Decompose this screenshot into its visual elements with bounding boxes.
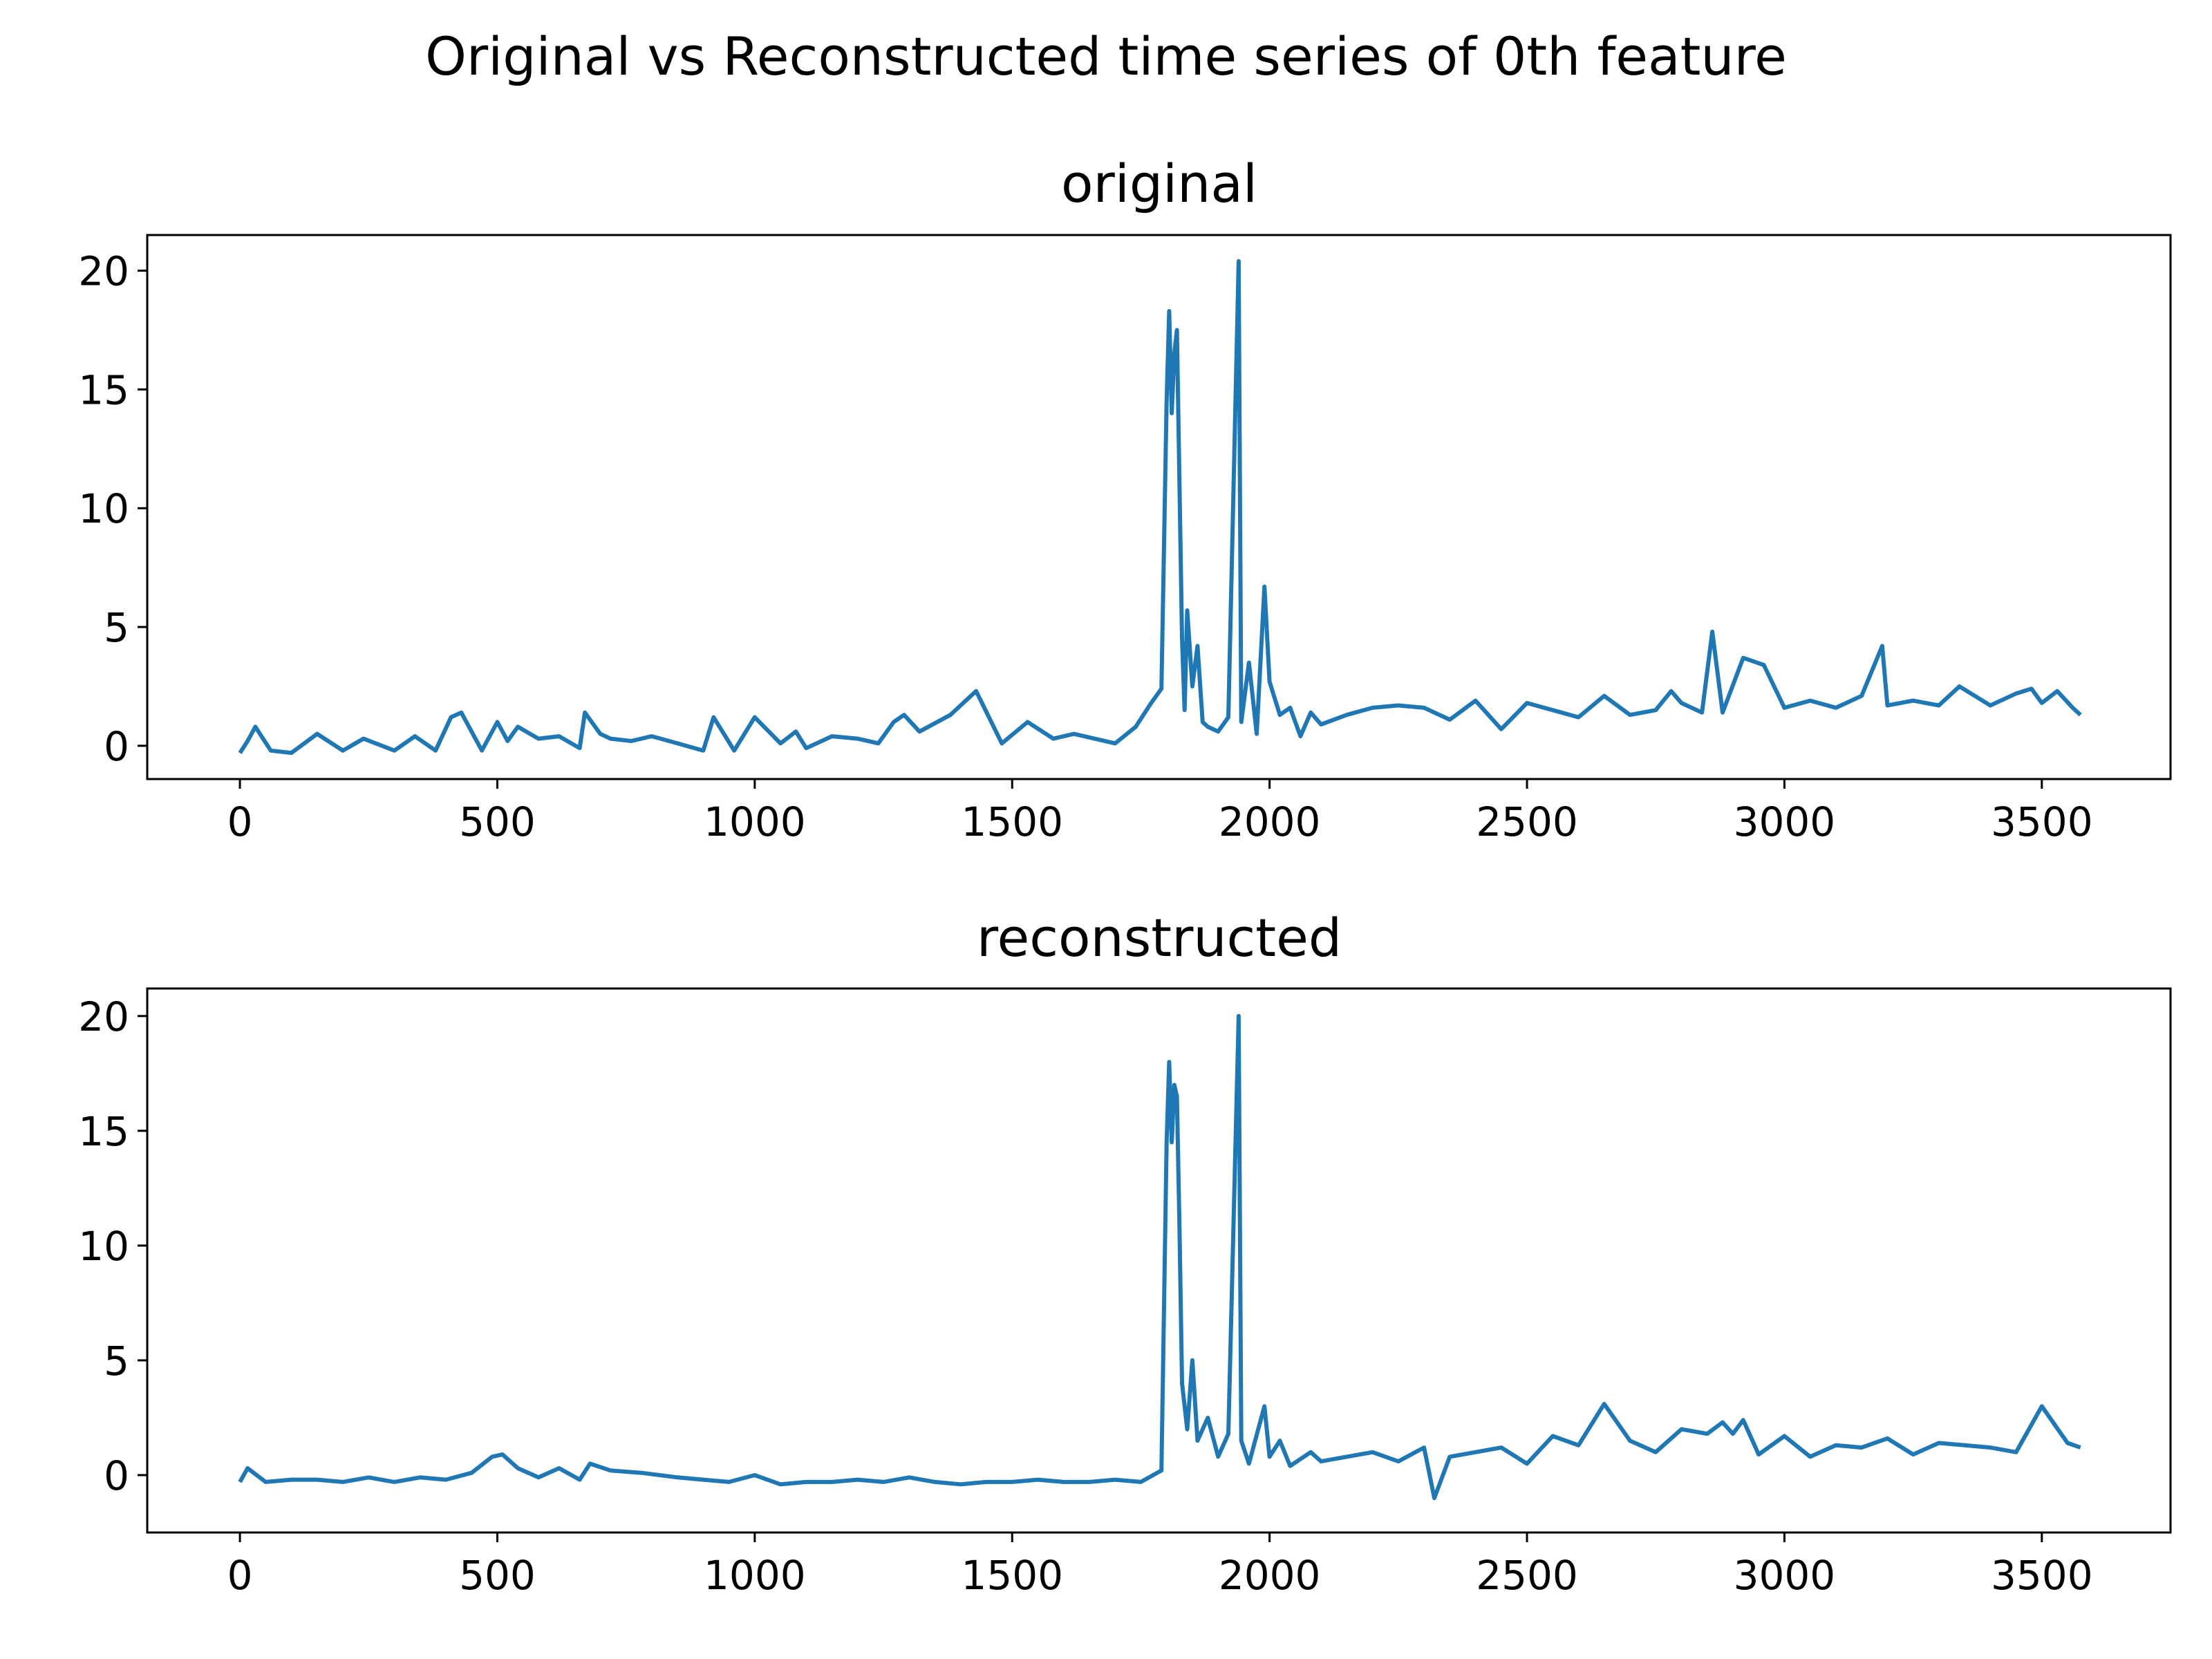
y-tick-label: 20 [78, 993, 129, 1040]
x-tick-label: 2500 [1476, 1552, 1578, 1599]
axes-frame [146, 234, 2172, 780]
series-line-original [238, 259, 2082, 756]
y-tick-label: 15 [78, 1108, 129, 1155]
y-tick-label: 10 [78, 485, 129, 532]
y-tick-label: 0 [104, 723, 129, 770]
x-tick-label: 3500 [1991, 798, 2093, 845]
x-tick-label: 0 [227, 798, 253, 845]
x-tick-label: 3500 [1991, 1552, 2093, 1599]
x-axis-ticks: 0 500 1000 1500 2000 2500 3000 3500 [227, 1533, 2093, 1599]
x-tick-label: 500 [459, 1552, 536, 1599]
x-axis-ticks: 0 500 1000 1500 2000 2500 3000 3500 [227, 779, 2093, 845]
x-tick-label: 500 [459, 798, 536, 845]
subplot-title: original [1061, 153, 1257, 214]
y-tick-label: 20 [78, 248, 129, 295]
y-axis-ticks: 0 5 10 15 20 [78, 993, 147, 1499]
y-tick-label: 5 [104, 604, 129, 651]
y-tick-label: 0 [104, 1452, 129, 1499]
figure-title: Original vs Reconstructed time series of… [425, 26, 1787, 87]
subplot-title: reconstructed [977, 907, 1342, 968]
series-line-reconstructed [238, 1013, 2081, 1501]
y-tick-label: 5 [104, 1338, 129, 1385]
x-tick-label: 1000 [704, 1552, 806, 1599]
x-tick-label: 2000 [1219, 1552, 1321, 1599]
x-tick-label: 0 [227, 1552, 253, 1599]
subplot-reconstructed: reconstructed 0 500 1000 1500 2000 2500 3000 35… [78, 907, 2172, 1599]
axes-frame [146, 987, 2172, 1534]
x-tick-label: 3000 [1734, 1552, 1836, 1599]
y-tick-label: 10 [78, 1223, 129, 1270]
x-tick-label: 3000 [1734, 798, 1836, 845]
x-tick-label: 2000 [1219, 798, 1321, 845]
subplot-original: original 0 500 1000 1500 2000 2500 3000 3500 0 5… [78, 153, 2172, 845]
x-tick-label: 1500 [961, 1552, 1063, 1599]
x-tick-label: 1000 [704, 798, 806, 845]
y-axis-ticks: 0 5 10 15 20 [78, 248, 147, 770]
x-tick-label: 2500 [1476, 798, 1578, 845]
y-tick-label: 15 [78, 366, 129, 413]
x-tick-label: 1500 [961, 798, 1063, 845]
